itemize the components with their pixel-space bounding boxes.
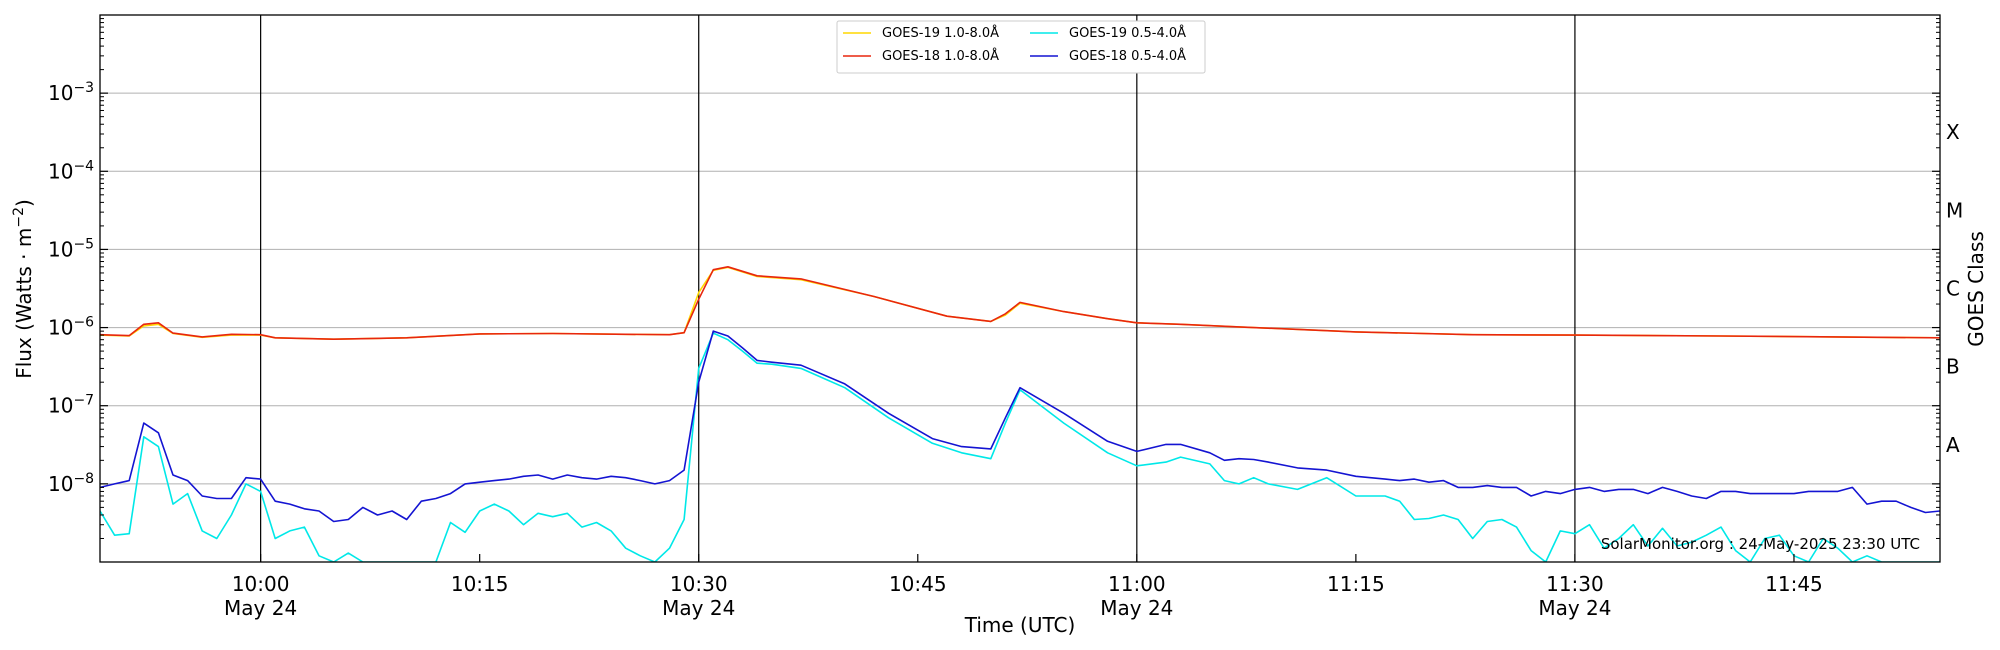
- x-tick-date-label: May 24: [224, 596, 297, 620]
- legend-box: [836, 20, 1206, 74]
- y-tick-label: 10−3: [48, 80, 94, 105]
- series-layer: [100, 265, 1940, 562]
- x-tick-date-label: May 24: [1538, 596, 1611, 620]
- goes-class-title: GOES Class: [1964, 231, 1988, 347]
- goes-class-axis: A B C M X: [1946, 120, 1963, 457]
- legend-label: GOES-18 1.0-8.0Å: [882, 48, 999, 64]
- goes-class-label: X: [1946, 120, 1960, 144]
- x-tick-label: 11:30: [1546, 572, 1604, 596]
- y-tick-label: 10−6: [48, 315, 94, 340]
- series-line-2: [100, 265, 1940, 341]
- x-tick-label: 10:30: [670, 572, 728, 596]
- series-line-3: [100, 332, 1940, 562]
- plot-frame: [99, 14, 1941, 563]
- y-tick-label: 10−4: [48, 158, 94, 183]
- y-axis-title-sup: −2: [11, 207, 27, 228]
- x-tick-date-label: May 24: [1100, 596, 1173, 620]
- x-tick-label: 10:15: [451, 572, 509, 596]
- x-tick-label: 11:00: [1108, 572, 1166, 596]
- goes-class-label: C: [1946, 277, 1960, 301]
- series-line-4: [100, 330, 1940, 523]
- legend: GOES-19 1.0-8.0Å GOES-19 0.5-4.0Å GOES-18 …: [836, 20, 1206, 74]
- x-tick-label: 10:00: [232, 572, 290, 596]
- goes-class-label: A: [1946, 433, 1960, 457]
- goes-class-label: M: [1946, 198, 1963, 222]
- legend-label: GOES-19 1.0-8.0Å: [882, 25, 999, 41]
- x-axis-title: Time (UTC): [964, 613, 1076, 637]
- legend-label: GOES-18 0.5-4.0Å: [1069, 48, 1186, 64]
- y-axis-title-base: Flux (Watts · m: [12, 228, 36, 379]
- x-tick-label: 11:15: [1327, 572, 1385, 596]
- y-axis: 10−8 10−7 10−6 10−5 10−4 10−3: [48, 18, 1940, 539]
- y-tick-label: 10−5: [48, 236, 94, 261]
- legend-label: GOES-19 0.5-4.0Å: [1069, 25, 1186, 41]
- x-tick-label: 10:45: [889, 572, 947, 596]
- goes-class-label: B: [1946, 355, 1960, 379]
- plot-background: [100, 15, 1940, 562]
- x-tick-date-label: May 24: [662, 596, 735, 620]
- grid-lines: [100, 92, 1940, 485]
- watermark-text: SolarMonitor.org : 24-May-2025 23:30 UTC: [1601, 535, 1920, 553]
- y-tick-label: 10−7: [48, 393, 94, 418]
- y-tick-label: 10−8: [48, 471, 94, 496]
- y-axis-title-end: ): [12, 199, 36, 207]
- y-axis-title: Flux (Watts · m−2): [11, 199, 36, 379]
- x-tick-label: 11:45: [1765, 572, 1823, 596]
- time-marker-lines: [260, 15, 1576, 562]
